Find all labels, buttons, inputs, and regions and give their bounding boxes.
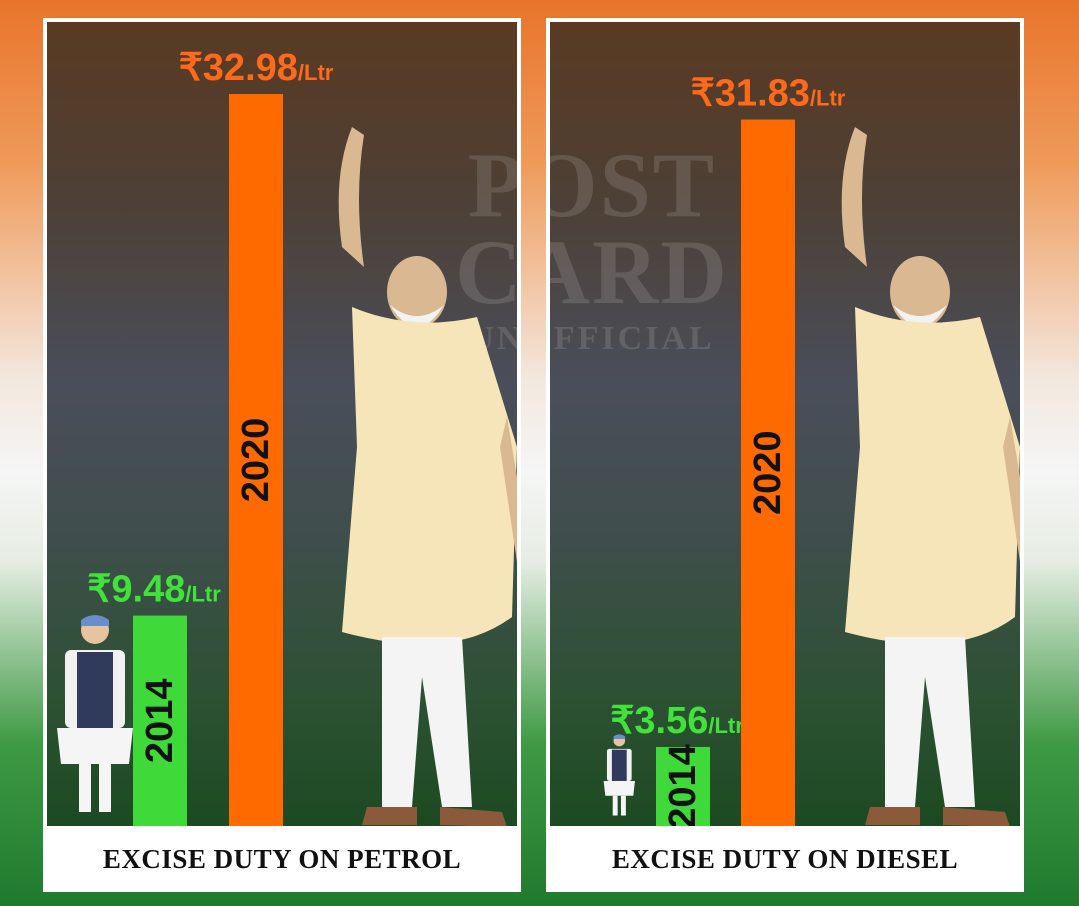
petrol-chart-title: EXCISE DUTY ON PETROL: [102, 843, 462, 874]
diesel-plot-area: POST CARD UNOFFICIAL 2014₹3.56/Ltr 2020 ₹3…: [550, 22, 1020, 826]
bar-category-label: 2014: [662, 744, 704, 826]
bar-2014: [133, 615, 187, 826]
bar-value-label: ₹3.56/Ltr: [610, 700, 744, 742]
bar-value-label: ₹31.83/Ltr: [691, 73, 846, 115]
watermark-line-1: POST: [467, 134, 517, 236]
small-figure-icon: [603, 734, 635, 816]
standing-figure-icon: [841, 127, 1020, 826]
watermark-line-1: POST: [550, 134, 717, 236]
bar-2020: [229, 94, 283, 826]
small-figure-icon: [57, 615, 133, 812]
watermark: POST CARD UNOFFICIAL: [442, 134, 517, 356]
bar-category-label: 2020: [235, 418, 277, 503]
diesel-chart-title: EXCISE DUTY ON DIESEL: [611, 843, 959, 874]
watermark-line-2: CARD: [455, 221, 517, 324]
petrol-panel: POST CARD UNOFFICIAL 2014 ₹9.48/Ltr 2020 ₹3…: [43, 18, 521, 892]
bar-category-label: 2020: [747, 430, 789, 515]
diesel-chart: 2014₹3.56/Ltr 2020 ₹31.83/Ltr: [603, 73, 1020, 826]
watermark: POST CARD UNOFFICIAL: [550, 134, 742, 357]
diesel-panel: POST CARD UNOFFICIAL 2014₹3.56/Ltr 2020 ₹3…: [546, 18, 1024, 892]
standing-figure-icon: [338, 127, 517, 826]
bar-2020: [741, 119, 795, 826]
watermark-line-2: CARD: [550, 221, 729, 324]
watermark-line-3: UNOFFICIAL: [550, 319, 715, 357]
petrol-plot-area: POST CARD UNOFFICIAL 2014 ₹9.48/Ltr 2020 ₹3…: [47, 22, 517, 826]
bar-category-label: 2014: [139, 679, 181, 764]
petrol-chart: 2014 ₹9.48/Ltr 2020 ₹32.98/Ltr: [57, 47, 517, 826]
bar-value-label: ₹9.48/Ltr: [87, 569, 221, 611]
bar-value-label: ₹32.98/Ltr: [179, 47, 334, 89]
bar-2014: [656, 746, 710, 826]
